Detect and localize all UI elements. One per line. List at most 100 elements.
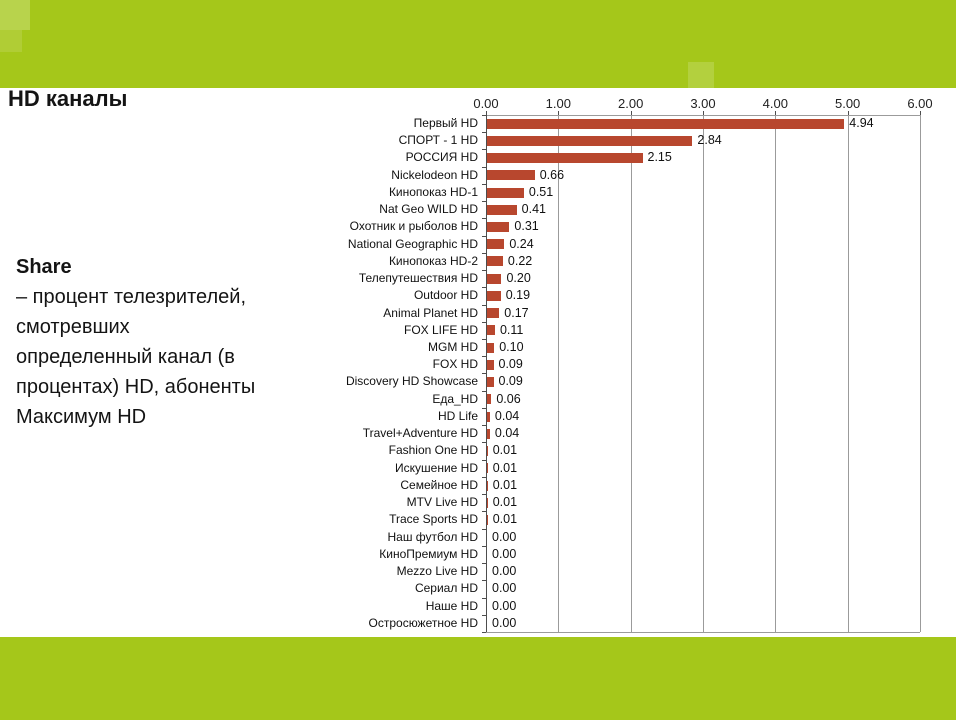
category-tick bbox=[482, 115, 486, 116]
category-tick bbox=[482, 614, 486, 616]
bar bbox=[487, 394, 492, 405]
category-label: National Geographic HD bbox=[347, 236, 478, 251]
bar bbox=[487, 480, 488, 491]
category-label: FOX LIFE HD bbox=[403, 322, 478, 337]
category-label: СПОРТ - 1 HD bbox=[398, 133, 478, 148]
category-tick bbox=[482, 149, 486, 151]
category-label: Animal Planet HD bbox=[383, 305, 478, 320]
gridline bbox=[702, 115, 704, 632]
value-label: 0.00 bbox=[492, 546, 517, 561]
value-label: 0.22 bbox=[507, 253, 533, 268]
bar bbox=[487, 204, 517, 215]
bar bbox=[487, 428, 490, 439]
bar bbox=[487, 239, 505, 250]
category-tick bbox=[482, 183, 486, 185]
category-label: Кинопоказ HD-1 bbox=[388, 184, 478, 199]
x-axis: 0.00 1.00 2.00 3.00 4.00 5.00 6.00 bbox=[300, 94, 956, 115]
x-axis-tick-label: 6.00 bbox=[907, 96, 933, 111]
category-label: Outdoor HD bbox=[413, 288, 478, 303]
category-label: Nat Geo WILD HD bbox=[379, 202, 478, 217]
axis-tick bbox=[919, 111, 921, 115]
category-tick bbox=[482, 631, 486, 633]
category-tick bbox=[482, 390, 486, 392]
bar bbox=[487, 256, 503, 267]
category-label: MTV Live HD bbox=[406, 495, 478, 510]
bar bbox=[487, 446, 488, 457]
axis-tick bbox=[847, 111, 849, 115]
category-label: Trace Sports HD bbox=[389, 512, 478, 527]
value-label: 0.06 bbox=[496, 391, 521, 406]
category-label: Кинопоказ HD-2 bbox=[388, 253, 478, 268]
category-label: Остросюжетное HD bbox=[368, 615, 478, 630]
value-label: 0.00 bbox=[492, 564, 517, 579]
gridline bbox=[919, 115, 921, 632]
category-label: Fashion One HD bbox=[388, 443, 478, 458]
top-band bbox=[0, 0, 956, 88]
axis-tick bbox=[630, 111, 632, 115]
value-label: 0.10 bbox=[499, 340, 524, 355]
value-label: 0.01 bbox=[492, 443, 518, 458]
value-label: 0.17 bbox=[504, 305, 529, 320]
category-tick bbox=[482, 339, 486, 341]
x-axis-tick-label: 2.00 bbox=[618, 96, 644, 111]
decorative-square bbox=[0, 30, 22, 52]
category-label: Наш футбол HD bbox=[387, 529, 479, 544]
bar bbox=[487, 514, 488, 525]
value-label: 0.31 bbox=[514, 219, 539, 234]
axis-tick bbox=[486, 111, 487, 115]
bar bbox=[487, 308, 500, 319]
bar bbox=[487, 135, 693, 146]
category-label: Первый HD bbox=[413, 116, 478, 130]
value-label: 2.84 bbox=[697, 133, 722, 148]
axis-tick bbox=[775, 111, 777, 115]
bar bbox=[487, 325, 495, 336]
decorative-square bbox=[0, 0, 30, 30]
value-label: 0.00 bbox=[492, 581, 517, 596]
category-tick bbox=[482, 442, 486, 444]
category-tick bbox=[482, 528, 486, 530]
bar bbox=[487, 342, 495, 353]
category-label: Искушение HD bbox=[395, 460, 478, 475]
category-label: Семейное HD bbox=[400, 477, 478, 492]
bar bbox=[487, 153, 643, 164]
category-tick bbox=[482, 287, 486, 289]
bar bbox=[487, 187, 524, 198]
value-label: 4.94 bbox=[849, 116, 874, 130]
bottom-band bbox=[0, 637, 956, 720]
x-axis-tick-label: 3.00 bbox=[690, 96, 716, 111]
value-label: 0.20 bbox=[506, 271, 531, 286]
category-tick bbox=[482, 235, 486, 237]
chart-body: Первый HD 4.94 СПОРТ - 1 HD 2.84 РОССИЯ HD 2.… bbox=[300, 111, 956, 633]
share-term: Share bbox=[16, 256, 72, 278]
value-label: 0.66 bbox=[539, 167, 565, 182]
x-axis-tick-label: 0.00 bbox=[473, 96, 499, 111]
bar bbox=[487, 463, 488, 474]
value-label: 2.15 bbox=[647, 150, 672, 165]
category-tick bbox=[482, 597, 486, 599]
category-label: Discovery HD Showcase bbox=[345, 374, 478, 389]
bar bbox=[487, 290, 501, 301]
value-label: 0.01 bbox=[492, 512, 518, 527]
category-label: MGM HD bbox=[428, 340, 478, 355]
axis-tick bbox=[702, 111, 704, 115]
gridline bbox=[630, 115, 632, 632]
value-label: 0.09 bbox=[498, 357, 523, 372]
bar bbox=[487, 118, 845, 129]
plot-border bbox=[486, 631, 920, 633]
category-tick bbox=[482, 545, 486, 547]
value-label: 0.04 bbox=[494, 426, 520, 441]
value-label: 0.01 bbox=[492, 477, 518, 492]
category-tick bbox=[482, 373, 486, 375]
category-label: Еда_HD bbox=[432, 391, 478, 406]
category-tick bbox=[482, 356, 486, 358]
category-tick bbox=[482, 425, 486, 427]
value-label: 0.04 bbox=[494, 408, 520, 423]
value-label: 0.00 bbox=[492, 598, 517, 613]
bar bbox=[487, 411, 490, 422]
x-axis-tick-label: 4.00 bbox=[762, 96, 788, 111]
category-label: Наше HD bbox=[425, 598, 478, 613]
category-tick bbox=[482, 459, 486, 461]
value-label: 0.00 bbox=[492, 529, 517, 544]
category-tick bbox=[482, 304, 486, 306]
